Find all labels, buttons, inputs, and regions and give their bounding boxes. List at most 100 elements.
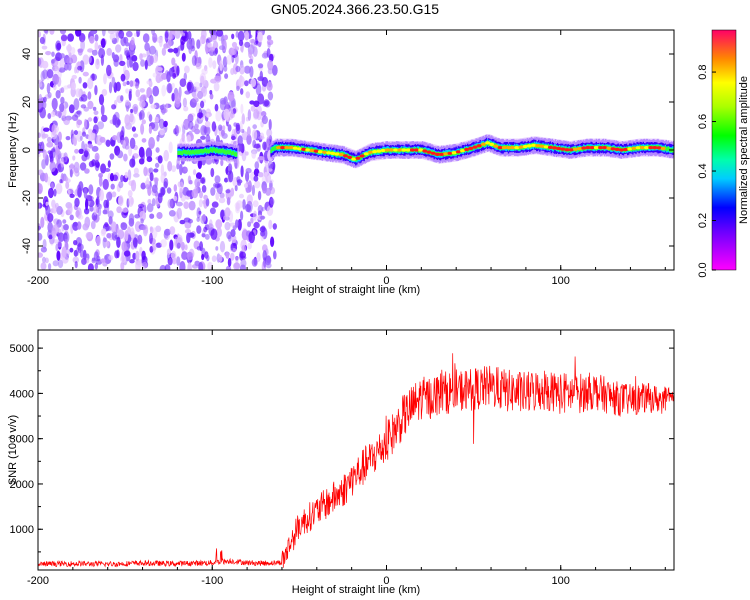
- heatmap-noise-cell: [140, 225, 147, 231]
- heatmap-noise-cell: [56, 250, 61, 261]
- heatmap-noise-cell: [257, 190, 262, 201]
- heatmap-noise-cell: [131, 126, 136, 132]
- heatmap-noise-cell: [197, 112, 204, 119]
- heatmap-noise-cell: [56, 42, 62, 51]
- heatmap-noise-cell: [173, 195, 178, 202]
- heatmap-noise-cell: [263, 99, 270, 107]
- heatmap-noise-cell: [83, 249, 87, 261]
- heatmap-noise-cell: [106, 233, 112, 239]
- heatmap-noise-cell: [44, 257, 49, 264]
- heatmap-noise-cell: [101, 114, 108, 123]
- heatmap-noise-cell: [38, 169, 44, 176]
- heatmap-noise-cell: [249, 39, 256, 44]
- heatmap-noise-cell: [197, 159, 202, 170]
- heatmap-track-band: [671, 148, 674, 153]
- heatmap-noise-cell: [178, 181, 184, 193]
- heatmap-track-peak: [531, 143, 536, 147]
- heatmap-track-peak: [426, 150, 432, 154]
- heatmap-noise-cell: [231, 33, 235, 40]
- heatmap-noise-cell: [246, 134, 252, 145]
- heatmap-noise-cell: [159, 127, 165, 136]
- heatmap-noise-cell: [63, 234, 68, 242]
- heatmap-noise-cell: [161, 47, 167, 56]
- heatmap-noise-cell: [104, 221, 109, 228]
- heatmap-track-band: [197, 149, 199, 154]
- snr-x-axis-label: Height of straight line (km): [292, 584, 420, 596]
- heatmap-noise-cell: [269, 198, 275, 206]
- heatmap-track-peak: [292, 146, 298, 150]
- heatmap-noise-cell: [138, 203, 145, 209]
- heatmap-noise-cell: [196, 217, 200, 222]
- heatmap-noise-cell: [83, 187, 88, 199]
- heatmap-noise-cell: [169, 30, 176, 39]
- heatmap-noise-cell: [41, 60, 49, 69]
- heatmap-noise-cell: [38, 31, 42, 38]
- heatmap-noise-cell: [99, 136, 106, 143]
- heatmap-noise-cell: [231, 135, 236, 141]
- heatmap-track-peak: [363, 152, 369, 156]
- heatmap-noise-cell: [215, 219, 223, 229]
- heatmap-noise-cell: [59, 58, 65, 69]
- heatmap-track-band: [220, 149, 222, 154]
- heatmap-noise-cell: [201, 214, 207, 222]
- heatmap-noise-cell: [259, 226, 266, 233]
- heatmap-noise-cell: [67, 189, 71, 196]
- heatmap-noise-cell: [100, 38, 106, 49]
- heatmap-track-band: [202, 149, 204, 154]
- heatmap-noise-cell: [129, 80, 134, 87]
- heatmap-noise-cell: [130, 36, 135, 46]
- heatmap-noise-cell: [152, 32, 158, 44]
- heatmap-noise-cell: [256, 252, 261, 263]
- heatmap-noise-cell: [218, 45, 226, 51]
- heatmap-track-band: [207, 149, 210, 154]
- heatmap-noise-cell: [127, 190, 133, 198]
- heatmap-y-tick-label: 20: [21, 96, 33, 108]
- heatmap-noise-cell: [247, 109, 252, 121]
- heatmap-track-band: [360, 155, 362, 160]
- heatmap-noise-cell: [229, 222, 236, 227]
- snr-panel: -200 -100 0 100 1000 2000 3000 4000 5000 Height…: [7, 329, 675, 596]
- heatmap-noise-cell: [40, 70, 46, 82]
- heatmap-track-band: [186, 150, 189, 155]
- heatmap-noise-cell: [183, 106, 189, 112]
- heatmap-track-band: [184, 150, 187, 155]
- heatmap-track-peak: [384, 148, 390, 152]
- heatmap-noise-cell: [244, 41, 251, 48]
- heatmap-track-band: [514, 146, 516, 151]
- heatmap-noise-cell: [211, 121, 217, 132]
- heatmap-noise-cell: [121, 241, 127, 252]
- heatmap-noise-cell: [173, 47, 179, 54]
- heatmap-track-peak: [518, 145, 524, 149]
- heatmap-noise-cell: [116, 150, 124, 159]
- heatmap-track-band: [235, 152, 238, 157]
- heatmap-noise-cell: [38, 183, 43, 195]
- snr-series: [38, 353, 674, 568]
- heatmap-noise-cell: [184, 167, 188, 172]
- heatmap-noise-cell: [156, 212, 163, 219]
- snr-x-tick-label: -200: [27, 575, 49, 587]
- heatmap-noise-cell: [252, 210, 258, 221]
- heatmap-noise-cell: [237, 181, 242, 186]
- heatmap-track-peak: [317, 150, 323, 154]
- snr-plot-area: [38, 330, 674, 570]
- heatmap-noise-cell: [214, 183, 221, 188]
- heatmap-noise-cell: [262, 185, 267, 194]
- heatmap-noise-cell: [257, 31, 263, 43]
- heatmap-noise-cell: [261, 115, 268, 125]
- heatmap-noise-cell: [227, 257, 232, 267]
- heatmap-noise-cell: [47, 136, 52, 143]
- heatmap-noise-cell: [87, 48, 94, 53]
- heatmap-noise-cell: [98, 94, 105, 106]
- heatmap-noise-cell: [262, 141, 267, 151]
- heatmap-track-band: [187, 150, 190, 155]
- heatmap-noise-cell: [214, 175, 221, 184]
- heatmap-noise-cell: [266, 255, 271, 264]
- heatmap-noise-cell: [192, 169, 197, 176]
- heatmap-noise-cell: [59, 103, 65, 113]
- heatmap-noise-cell: [135, 89, 141, 98]
- heatmap-noise-cell: [80, 104, 87, 109]
- heatmap-track-band: [229, 149, 232, 154]
- heatmap-track-peak: [288, 146, 294, 150]
- heatmap-track-band: [210, 148, 213, 152]
- heatmap-noise-cell: [38, 252, 43, 258]
